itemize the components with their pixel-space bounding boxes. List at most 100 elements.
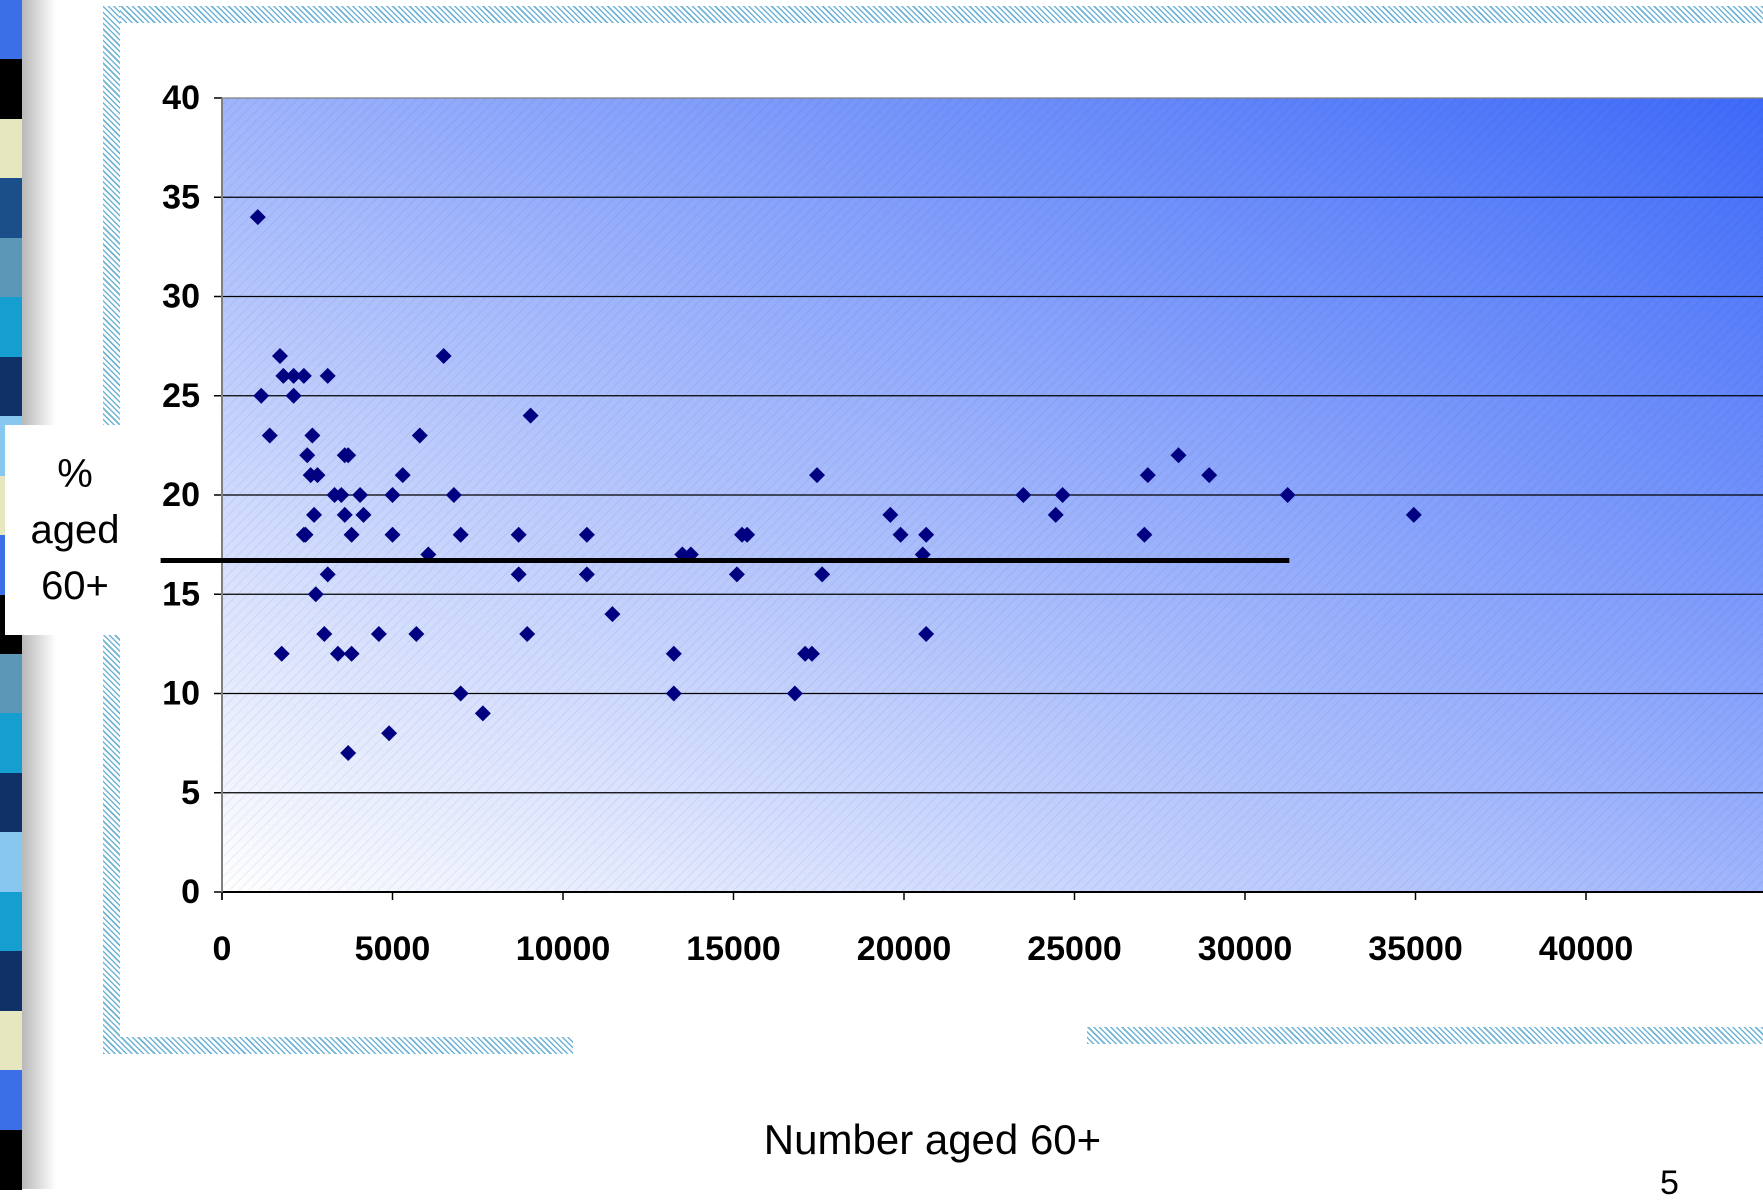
y-tick-label: 0 bbox=[181, 873, 200, 911]
y-tick-label: 20 bbox=[162, 476, 200, 514]
x-axis-label-box: Number aged 60+ bbox=[645, 1115, 1220, 1189]
strip-segment bbox=[0, 237, 22, 299]
x-axis-label: Number aged 60+ bbox=[763, 1116, 1102, 1163]
strip-segment bbox=[0, 178, 22, 239]
strip-segment bbox=[0, 713, 22, 774]
y-axis-label-box: % aged 60+ bbox=[5, 425, 145, 635]
x-tick-label: 30000 bbox=[1198, 930, 1293, 968]
data-point bbox=[329, 645, 346, 662]
y-tick-label: 15 bbox=[162, 575, 200, 613]
data-point bbox=[1201, 467, 1218, 484]
data-point bbox=[370, 625, 387, 642]
data-point bbox=[384, 526, 401, 543]
data-point bbox=[343, 645, 360, 662]
data-point bbox=[384, 487, 401, 503]
data-point bbox=[297, 526, 314, 543]
strip-segment bbox=[0, 1070, 22, 1131]
data-point bbox=[604, 606, 621, 623]
y-tick-label: 5 bbox=[181, 774, 200, 812]
x-tick-label: 15000 bbox=[686, 930, 781, 968]
y-tick-labels: 0 5 10 15 20 25 30 35 40 bbox=[162, 79, 200, 911]
data-point bbox=[809, 467, 826, 484]
data-point bbox=[285, 367, 302, 384]
data-point bbox=[253, 387, 270, 404]
strip-segment bbox=[0, 0, 22, 61]
data-point bbox=[411, 427, 428, 444]
data-points bbox=[249, 209, 1422, 762]
x-tick-label: 40000 bbox=[1539, 930, 1634, 968]
data-point bbox=[728, 566, 745, 583]
frame-bottom-border-left bbox=[103, 1037, 573, 1054]
data-point bbox=[786, 685, 803, 702]
y-axis-label: % aged 60+ bbox=[30, 452, 120, 608]
x-tick-label: 25000 bbox=[1027, 930, 1122, 968]
strip-segment bbox=[0, 356, 22, 418]
page-number: 5 bbox=[1660, 1164, 1679, 1202]
data-point bbox=[445, 487, 462, 503]
data-point bbox=[452, 526, 469, 543]
data-point bbox=[340, 447, 357, 464]
data-point bbox=[918, 625, 935, 642]
x-tick-label: 5000 bbox=[355, 930, 431, 968]
x-tick-label: 0 bbox=[213, 930, 232, 968]
data-point bbox=[519, 625, 536, 642]
data-point bbox=[739, 526, 756, 543]
data-point bbox=[304, 427, 321, 444]
data-point bbox=[1139, 467, 1156, 484]
strip-segment bbox=[0, 1129, 22, 1190]
gridlines bbox=[214, 97, 1763, 893]
data-point bbox=[316, 625, 333, 642]
data-point bbox=[306, 506, 323, 523]
y-tick-label: 25 bbox=[162, 377, 200, 415]
data-point bbox=[1170, 447, 1187, 464]
x-tick-label: 10000 bbox=[516, 930, 611, 968]
data-point bbox=[352, 487, 369, 503]
data-point bbox=[803, 645, 820, 662]
strip-segment bbox=[0, 1010, 22, 1072]
data-point bbox=[319, 367, 336, 384]
data-point bbox=[578, 566, 595, 583]
strip-segment bbox=[0, 118, 22, 180]
data-point bbox=[665, 645, 682, 662]
data-point bbox=[1405, 506, 1422, 523]
data-point bbox=[381, 725, 398, 742]
frame-top-border bbox=[103, 6, 1763, 23]
data-point bbox=[333, 487, 350, 503]
data-point bbox=[522, 407, 539, 424]
data-point bbox=[510, 526, 527, 543]
data-point bbox=[1054, 487, 1071, 503]
data-point bbox=[510, 566, 527, 583]
strip-segment bbox=[0, 653, 22, 715]
y-tick-label: 30 bbox=[162, 278, 200, 316]
strip-segment bbox=[0, 772, 22, 834]
data-point bbox=[452, 685, 469, 702]
data-point bbox=[299, 447, 316, 464]
x-tick-label: 35000 bbox=[1368, 930, 1463, 968]
data-point bbox=[474, 705, 491, 722]
y-tick-label: 10 bbox=[162, 675, 200, 713]
data-point bbox=[1015, 487, 1032, 503]
y-tick-label: 35 bbox=[162, 178, 200, 216]
data-point bbox=[408, 625, 425, 642]
data-point bbox=[1136, 526, 1153, 543]
frame-bottom-border-right bbox=[1087, 1027, 1763, 1044]
data-point bbox=[394, 467, 411, 484]
data-point bbox=[892, 526, 909, 543]
data-point bbox=[1047, 506, 1064, 523]
y-tick-label: 40 bbox=[162, 79, 200, 117]
data-point bbox=[814, 566, 831, 583]
data-point bbox=[665, 685, 682, 702]
strip-segment bbox=[0, 891, 22, 953]
data-point bbox=[307, 586, 324, 603]
data-point bbox=[285, 387, 302, 404]
strip-segment bbox=[0, 951, 22, 1012]
data-point bbox=[918, 526, 935, 543]
data-point bbox=[273, 645, 290, 662]
data-point bbox=[336, 506, 353, 523]
data-point bbox=[578, 526, 595, 543]
strip-segment bbox=[0, 297, 22, 358]
x-tick-label: 20000 bbox=[857, 930, 952, 968]
data-point bbox=[355, 506, 372, 523]
data-point bbox=[882, 506, 899, 523]
